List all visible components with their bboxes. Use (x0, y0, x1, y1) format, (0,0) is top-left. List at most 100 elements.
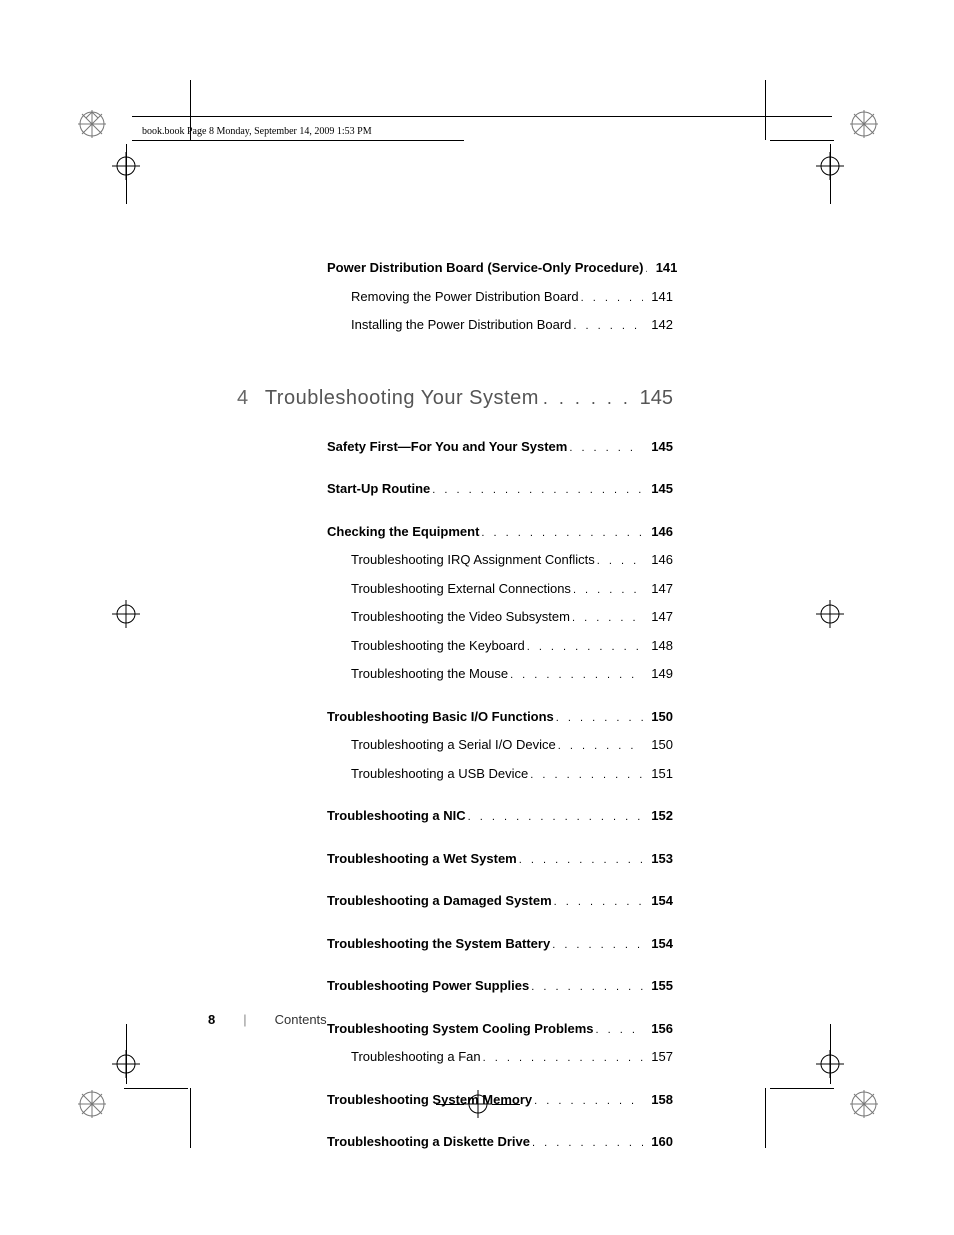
leader-dots: . . . . . . . . . . . . . . . . . . . . … (556, 738, 643, 755)
toc-item-page: 150 (643, 735, 673, 755)
chapter-title: Troubleshooting Your System (265, 383, 539, 413)
leader-dots: . . . . . . . . . . . . . . . . . . . . … (430, 482, 643, 499)
toc-item-label: Troubleshooting External Connections (351, 579, 571, 599)
toc-heading: Troubleshooting Power Supplies . . . . .… (327, 976, 673, 996)
toc-heading-page: 154 (643, 934, 673, 954)
toc-heading-label: Troubleshooting the System Battery (327, 934, 550, 954)
footer-divider: | (243, 1012, 246, 1027)
crosshair-icon (816, 600, 844, 628)
section-spacer (273, 877, 673, 891)
leader-dots: . . . . . . . . . . . . . . . . . . . . … (550, 937, 643, 954)
toc-heading-page: 155 (643, 976, 673, 996)
toc-heading-label: Troubleshooting a Diskette Drive (327, 1132, 530, 1152)
chapter-number: 4 (237, 383, 265, 413)
leader-dots: . . . . . . . . . . . . . . . . . . . . … (529, 979, 643, 996)
footer-label: Contents (275, 1012, 327, 1027)
crop-mark (124, 1088, 188, 1089)
toc-heading-page: 156 (643, 1019, 673, 1039)
header-rule-short (132, 140, 464, 141)
toc-heading: Start-Up Routine . . . . . . . . . . . .… (327, 479, 673, 499)
toc-heading-label: Troubleshooting a NIC (327, 806, 466, 826)
page-footer: 8 | Contents (208, 1012, 327, 1027)
toc-item-label: Removing the Power Distribution Board (351, 287, 579, 307)
section-spacer (273, 962, 673, 976)
leader-dots: . . . . . . . . . . . . . . . . . . . . … (530, 1135, 643, 1152)
leader-dots: . . . . . . . . . . . . . . . . . . . . … (570, 610, 643, 627)
toc-item-page: 146 (643, 550, 673, 570)
crop-mark (770, 140, 834, 141)
crop-mark (765, 1088, 766, 1148)
toc-heading: Power Distribution Board (Service-Only P… (327, 258, 673, 278)
leader-dots: . . . . . . . . . . . . . . . . . . . . … (528, 767, 643, 784)
section-spacer (273, 508, 673, 522)
toc-heading-label: Troubleshooting a Wet System (327, 849, 517, 869)
toc-heading-label: Troubleshooting a Damaged System (327, 891, 552, 911)
section-spacer (273, 835, 673, 849)
toc-heading-label: Troubleshooting System Memory (327, 1090, 532, 1110)
toc-heading-page: 141 (647, 258, 677, 278)
toc-item: Troubleshooting the Mouse . . . . . . . … (351, 664, 673, 684)
leader-dots: . . . . . . . . . . . . . . . . . . . . … (466, 809, 643, 826)
toc-heading: Troubleshooting a Diskette Drive . . . .… (327, 1132, 673, 1152)
section-spacer (273, 792, 673, 806)
leader-dots: . . . . . . . . . . . . . . . . . . . . … (532, 1093, 643, 1110)
toc-heading: Checking the Equipment . . . . . . . . .… (327, 522, 673, 542)
section-spacer (273, 1118, 673, 1132)
running-header: book.book Page 8 Monday, September 14, 2… (142, 126, 372, 137)
toc-item-page: 148 (643, 636, 673, 656)
toc-heading: Troubleshooting the System Battery . . .… (327, 934, 673, 954)
header-rule (132, 116, 832, 117)
toc-heading: Troubleshooting Basic I/O Functions . . … (327, 707, 673, 727)
toc-heading-label: Troubleshooting Basic I/O Functions (327, 707, 554, 727)
toc-heading-page: 158 (643, 1090, 673, 1110)
toc-item-label: Troubleshooting IRQ Assignment Conflicts (351, 550, 595, 570)
leader-dots: . . . . . . . . . . . . . . . . . . . . … (552, 894, 643, 911)
toc-heading-label: Troubleshooting System Cooling Problems (327, 1019, 594, 1039)
toc-item-page: 147 (643, 607, 673, 627)
toc-heading-label: Start-Up Routine (327, 479, 430, 499)
leader-dots: . . . . . . . . . . . . . . . . . . . . … (508, 667, 643, 684)
crop-mark (830, 144, 831, 204)
crop-mark (770, 1088, 834, 1089)
toc-heading-label: Troubleshooting Power Supplies (327, 976, 529, 996)
toc-item: Troubleshooting a Fan . . . . . . . . . … (351, 1047, 673, 1067)
toc-heading-label: Safety First—For You and Your System (327, 437, 567, 457)
crop-mark (765, 80, 766, 140)
registration-mark-icon (78, 1090, 106, 1118)
leader-dots: . . . . . . . . . . . . . . . . . . . . … (481, 1050, 643, 1067)
registration-mark-icon (850, 110, 878, 138)
leader-dots: . . . . . . . . . . . . . . . . . . . . … (554, 710, 643, 727)
registration-mark-icon (850, 1090, 878, 1118)
toc-item: Troubleshooting the Keyboard . . . . . .… (351, 636, 673, 656)
toc-heading: Troubleshooting System Cooling Problems … (327, 1019, 673, 1039)
crosshair-icon (112, 600, 140, 628)
leader-dots: . . . . . . . . (539, 385, 640, 412)
registration-mark-icon (78, 110, 106, 138)
toc-heading-page: 145 (643, 479, 673, 499)
section-spacer (273, 1076, 673, 1090)
toc-item-page: 151 (643, 764, 673, 784)
leader-dots: . . . . . . . . . . . . . . . . . . . . … (571, 582, 643, 599)
section-spacer (273, 1005, 673, 1019)
toc-heading-label: Power Distribution Board (Service-Only P… (327, 258, 643, 278)
toc-item-label: Troubleshooting a Fan (351, 1047, 481, 1067)
leader-dots: . . . . . . . . . . . . . . . . . . . . … (525, 639, 643, 656)
toc-item-label: Installing the Power Distribution Board (351, 315, 571, 335)
toc-item: Troubleshooting a Serial I/O Device . . … (351, 735, 673, 755)
toc-item-label: Troubleshooting the Video Subsystem (351, 607, 570, 627)
toc-heading-label: Checking the Equipment (327, 522, 479, 542)
chapter-row: 4 Troubleshooting Your System . . . . . … (237, 383, 673, 413)
toc-item-page: 157 (643, 1047, 673, 1067)
toc-item: Troubleshooting a USB Device . . . . . .… (351, 764, 673, 784)
toc-item-label: Troubleshooting a Serial I/O Device (351, 735, 556, 755)
section-spacer (273, 465, 673, 479)
leader-dots: . . . . . . . . . . . . . . . . . . . . … (571, 318, 643, 335)
page: book.book Page 8 Monday, September 14, 2… (0, 0, 954, 1235)
toc-heading-page: 145 (643, 437, 673, 457)
leader-dots: . . . . . . . . . . . . . . . . . . . . … (479, 525, 643, 542)
toc-heading-page: 153 (643, 849, 673, 869)
toc-item: Troubleshooting the Video Subsystem . . … (351, 607, 673, 627)
crop-mark (126, 1024, 127, 1084)
toc-heading: Troubleshooting a Wet System . . . . . .… (327, 849, 673, 869)
toc-heading-page: 160 (643, 1132, 673, 1152)
